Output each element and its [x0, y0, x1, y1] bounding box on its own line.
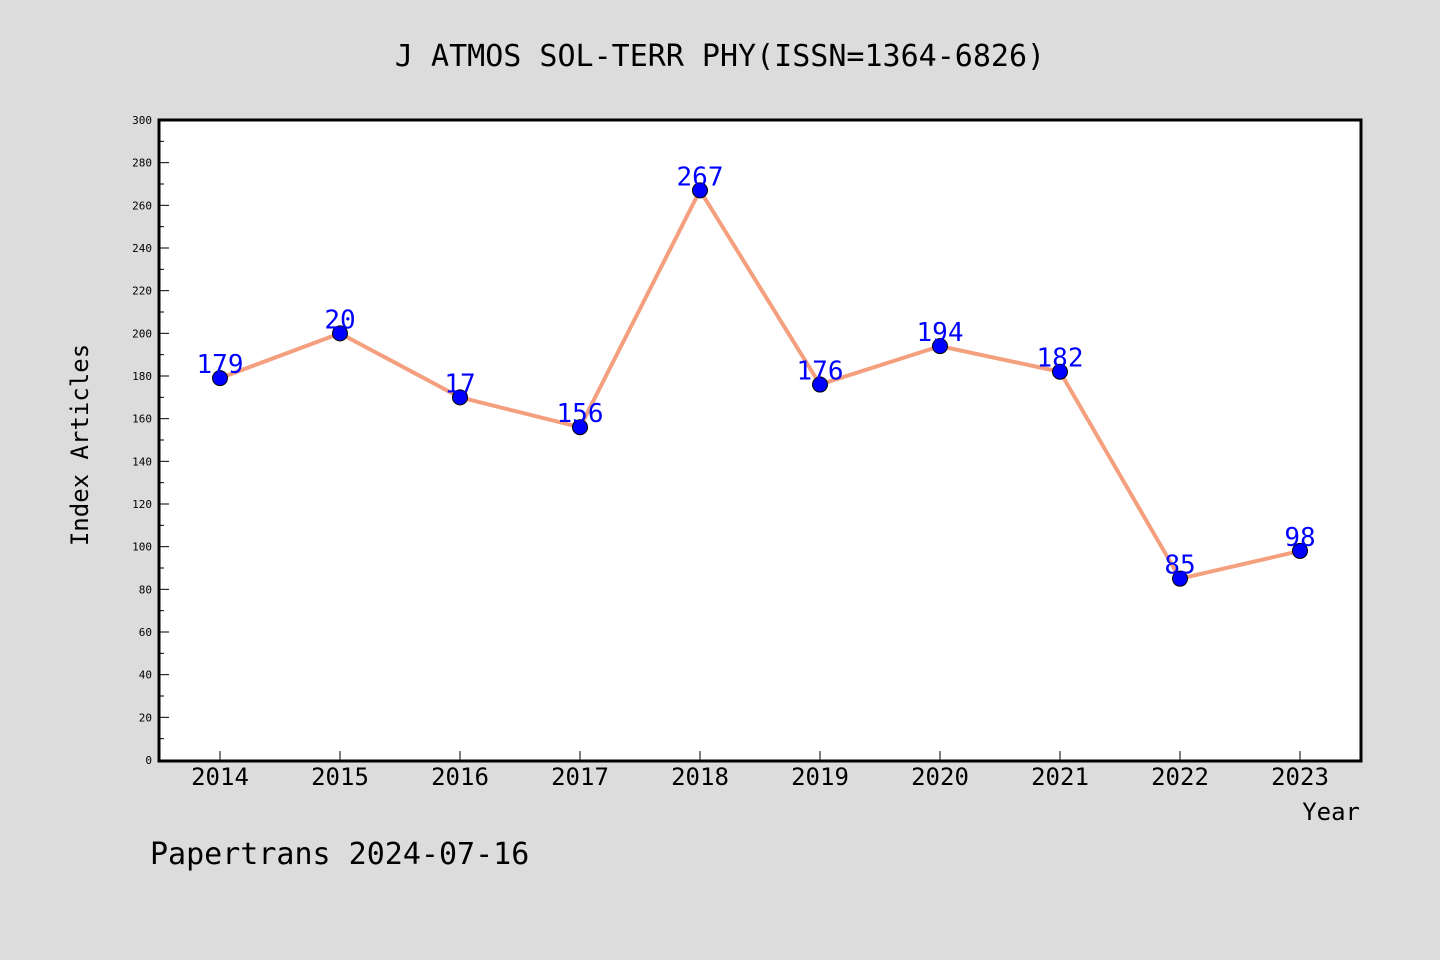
data-label: 98 — [1284, 523, 1315, 553]
data-label: 156 — [557, 399, 604, 429]
y-tick-label: 300 — [132, 114, 152, 127]
data-label: 20 — [324, 305, 355, 335]
data-label: 194 — [917, 318, 964, 348]
x-tick-label: 2021 — [1031, 763, 1089, 791]
y-tick-label: 100 — [132, 541, 152, 554]
data-point — [212, 370, 228, 387]
y-tick-label: 60 — [139, 626, 152, 639]
x-tick-label: 2016 — [431, 763, 489, 791]
y-tick-label: 240 — [132, 242, 152, 255]
x-tick-label: 2019 — [791, 763, 849, 791]
data-point — [692, 182, 708, 199]
data-point — [452, 389, 468, 406]
x-axis: 2014 2015 2016 2017 2018 2019 2020 2021 2022 2023 — [191, 751, 1329, 791]
data-label: 267 — [677, 162, 724, 192]
y-tick-label: 260 — [132, 199, 152, 212]
y-tick-label: 40 — [139, 669, 152, 682]
y-tick-label: 120 — [132, 498, 152, 511]
data-point — [1172, 570, 1188, 587]
x-tick-label: 2017 — [551, 763, 609, 791]
data-label: 17 — [444, 369, 475, 399]
footer-watermark: Papertrans 2024-07-16 — [150, 837, 529, 872]
y-tick-label: 200 — [132, 327, 152, 340]
x-tick-label: 2015 — [311, 763, 369, 791]
x-axis-label: Year — [1302, 798, 1360, 826]
series-line — [219, 188, 1301, 581]
y-axis-label: Index Articles — [66, 344, 94, 546]
data-label: 85 — [1164, 551, 1195, 581]
y-axis: 0 20 40 60 80 100 120 140 160 180 200 220 240 260 280 3… — [132, 114, 169, 767]
data-point — [332, 325, 348, 342]
x-tick-label: 2014 — [191, 763, 249, 791]
x-tick-label: 2022 — [1151, 763, 1209, 791]
data-point — [572, 419, 588, 436]
plot-area — [157, 118, 1363, 763]
data-point — [812, 376, 828, 393]
chart-title: J ATMOS SOL-TERR PHY(ISSN=1364-6826) — [395, 39, 1045, 74]
y-tick-label: 220 — [132, 285, 152, 298]
data-label: 182 — [1037, 344, 1084, 374]
data-point — [1292, 542, 1308, 559]
x-tick-label: 2023 — [1271, 763, 1329, 791]
y-tick-label: 80 — [139, 583, 152, 596]
y-tick-label: 20 — [139, 711, 152, 724]
x-tick-label: 2018 — [671, 763, 729, 791]
y-tick-label: 180 — [132, 370, 152, 383]
y-tick-label: 280 — [132, 157, 152, 170]
data-label: 176 — [797, 357, 844, 387]
series-layer: 179 20 17 156 267 176 194 182 85 98 — [197, 162, 1316, 587]
y-tick-label: 0 — [145, 754, 152, 767]
y-tick-label: 140 — [132, 455, 152, 468]
data-label: 179 — [197, 350, 244, 380]
data-point — [1052, 363, 1068, 380]
x-tick-label: 2020 — [911, 763, 969, 791]
y-tick-label: 160 — [132, 413, 152, 426]
data-point — [932, 338, 948, 355]
